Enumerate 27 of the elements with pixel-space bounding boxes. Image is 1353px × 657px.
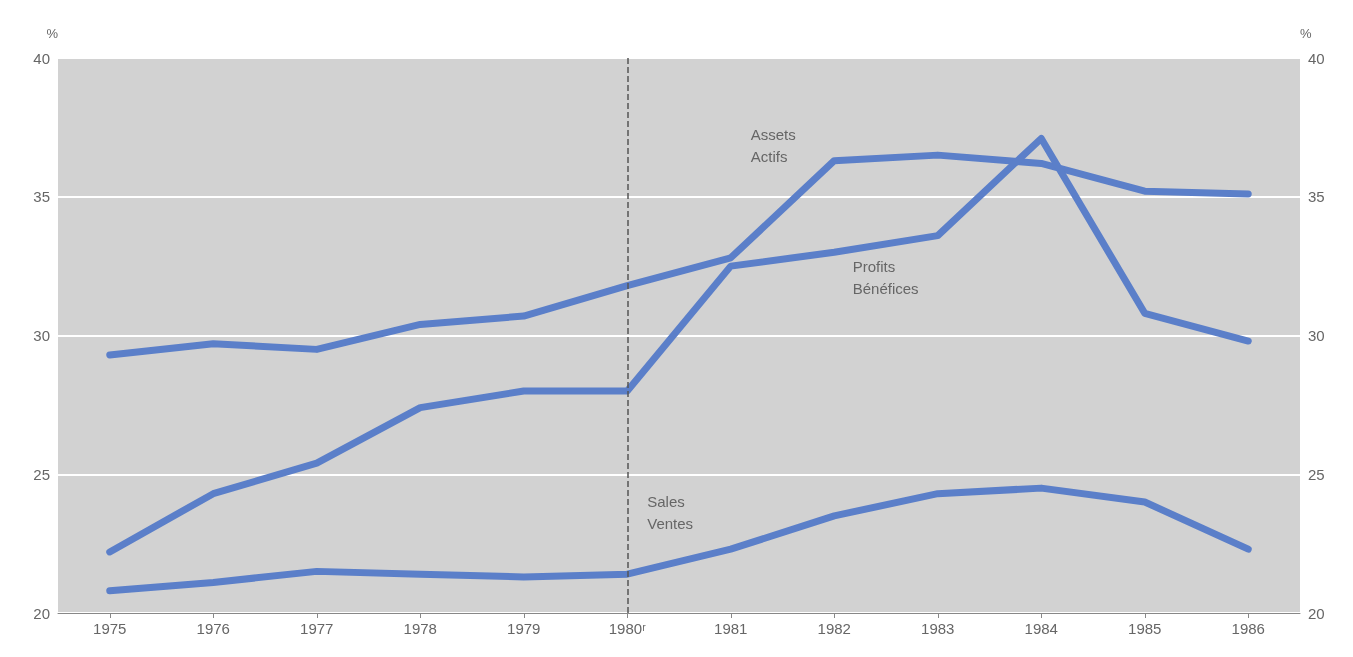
y-tick-label: 30 — [33, 327, 50, 344]
x-tick-label: 1979 — [507, 620, 541, 637]
x-tick-label: 1984 — [1024, 620, 1058, 637]
x-tick-label: 1986 — [1231, 620, 1265, 637]
y-tick-label: 40 — [33, 49, 50, 67]
y2-tick-label: 30 — [1308, 327, 1325, 344]
y2-tick-label: 40 — [1308, 49, 1325, 67]
series-label: Profits Bénéfices — [852, 258, 919, 298]
y2-tick-label: 35 — [1308, 188, 1325, 206]
series-label: Sales Ventes — [647, 492, 694, 532]
y2-tick-label: 25 — [1308, 465, 1325, 483]
x-tick-label: 1985 — [1128, 620, 1162, 637]
y2-axis-title: % — [1300, 26, 1312, 41]
x-tick-label: 1977 — [300, 620, 334, 637]
x-tick-label: 1976 — [196, 620, 230, 637]
y-axis-title: % — [46, 26, 59, 41]
y-tick-label: 20 — [33, 604, 50, 622]
x-tick-label: 1978 — [403, 620, 437, 637]
x-tick-label: 1983 — [921, 620, 955, 637]
y-tick-label: 25 — [33, 465, 50, 483]
x-tick-label: 1975 — [93, 620, 127, 637]
y2-tick-label: 20 — [1308, 604, 1325, 622]
y-tick-label: 35 — [33, 188, 50, 206]
series-label: Assets Actifs — [750, 126, 796, 166]
x-tick-label: 1980ʳ — [608, 620, 647, 637]
x-tick-label: 1981 — [714, 620, 748, 637]
x-tick-label: 1982 — [817, 620, 851, 637]
